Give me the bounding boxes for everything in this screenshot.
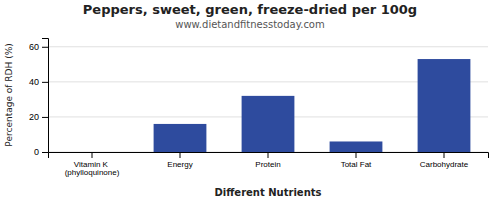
chart: Peppers, sweet, green, freeze-dried per … <box>0 0 500 200</box>
tick-label: Carbohydrate <box>420 160 469 169</box>
tick-label: Protein <box>255 160 280 169</box>
tick-mark <box>42 152 48 153</box>
bar <box>242 96 295 152</box>
subtitle: www.dietandfitnesstoday.com <box>175 19 324 30</box>
bars <box>154 59 471 152</box>
tick: Protein <box>255 152 280 169</box>
grid <box>48 47 488 152</box>
x-axis: Vitamin K (phylloquinone) Energy Protein To… <box>49 152 489 177</box>
tick-label: 60 <box>29 42 39 52</box>
tick-label: Energy <box>167 160 192 169</box>
tick-label: Total Fat <box>341 160 372 169</box>
title: Peppers, sweet, green, freeze-dried per … <box>83 2 417 17</box>
tick-label: 0 <box>34 147 39 157</box>
bar <box>154 124 207 152</box>
tick-mark <box>42 47 48 48</box>
y-axis: 0 20 40 60 <box>29 39 49 158</box>
tick-mark <box>42 82 48 83</box>
bar <box>418 59 471 152</box>
tick-label: 20 <box>29 112 39 122</box>
tick-mark <box>268 152 269 158</box>
tick-label: Vitamin K (phylloquinone) <box>65 160 120 178</box>
axis-line <box>49 153 489 159</box>
tick: Carbohydrate <box>420 152 469 169</box>
y-axis-title: Percentage of RDH (%) <box>4 43 14 146</box>
bar <box>66 152 119 153</box>
tick-mark <box>356 152 357 158</box>
tick: Total Fat <box>341 152 372 169</box>
tick: 20 <box>29 112 48 122</box>
tick: Vitamin K (phylloquinone) <box>65 152 120 177</box>
tick-mark <box>92 152 93 158</box>
tick: 0 <box>34 147 48 157</box>
tick: Energy <box>167 152 192 169</box>
tick-label: 40 <box>29 77 39 87</box>
grid-line <box>48 46 488 47</box>
tick: 40 <box>29 77 48 87</box>
x-axis-title: Different Nutrients <box>215 187 322 198</box>
bar <box>330 141 383 152</box>
tick-mark <box>444 152 445 158</box>
tick: 60 <box>29 42 48 52</box>
plot: 0 20 40 60 Vitamin K (phylloquinone) Energy Pr… <box>29 39 489 178</box>
tick-mark <box>180 152 181 158</box>
tick-mark <box>42 117 48 118</box>
axis-line <box>42 39 49 153</box>
